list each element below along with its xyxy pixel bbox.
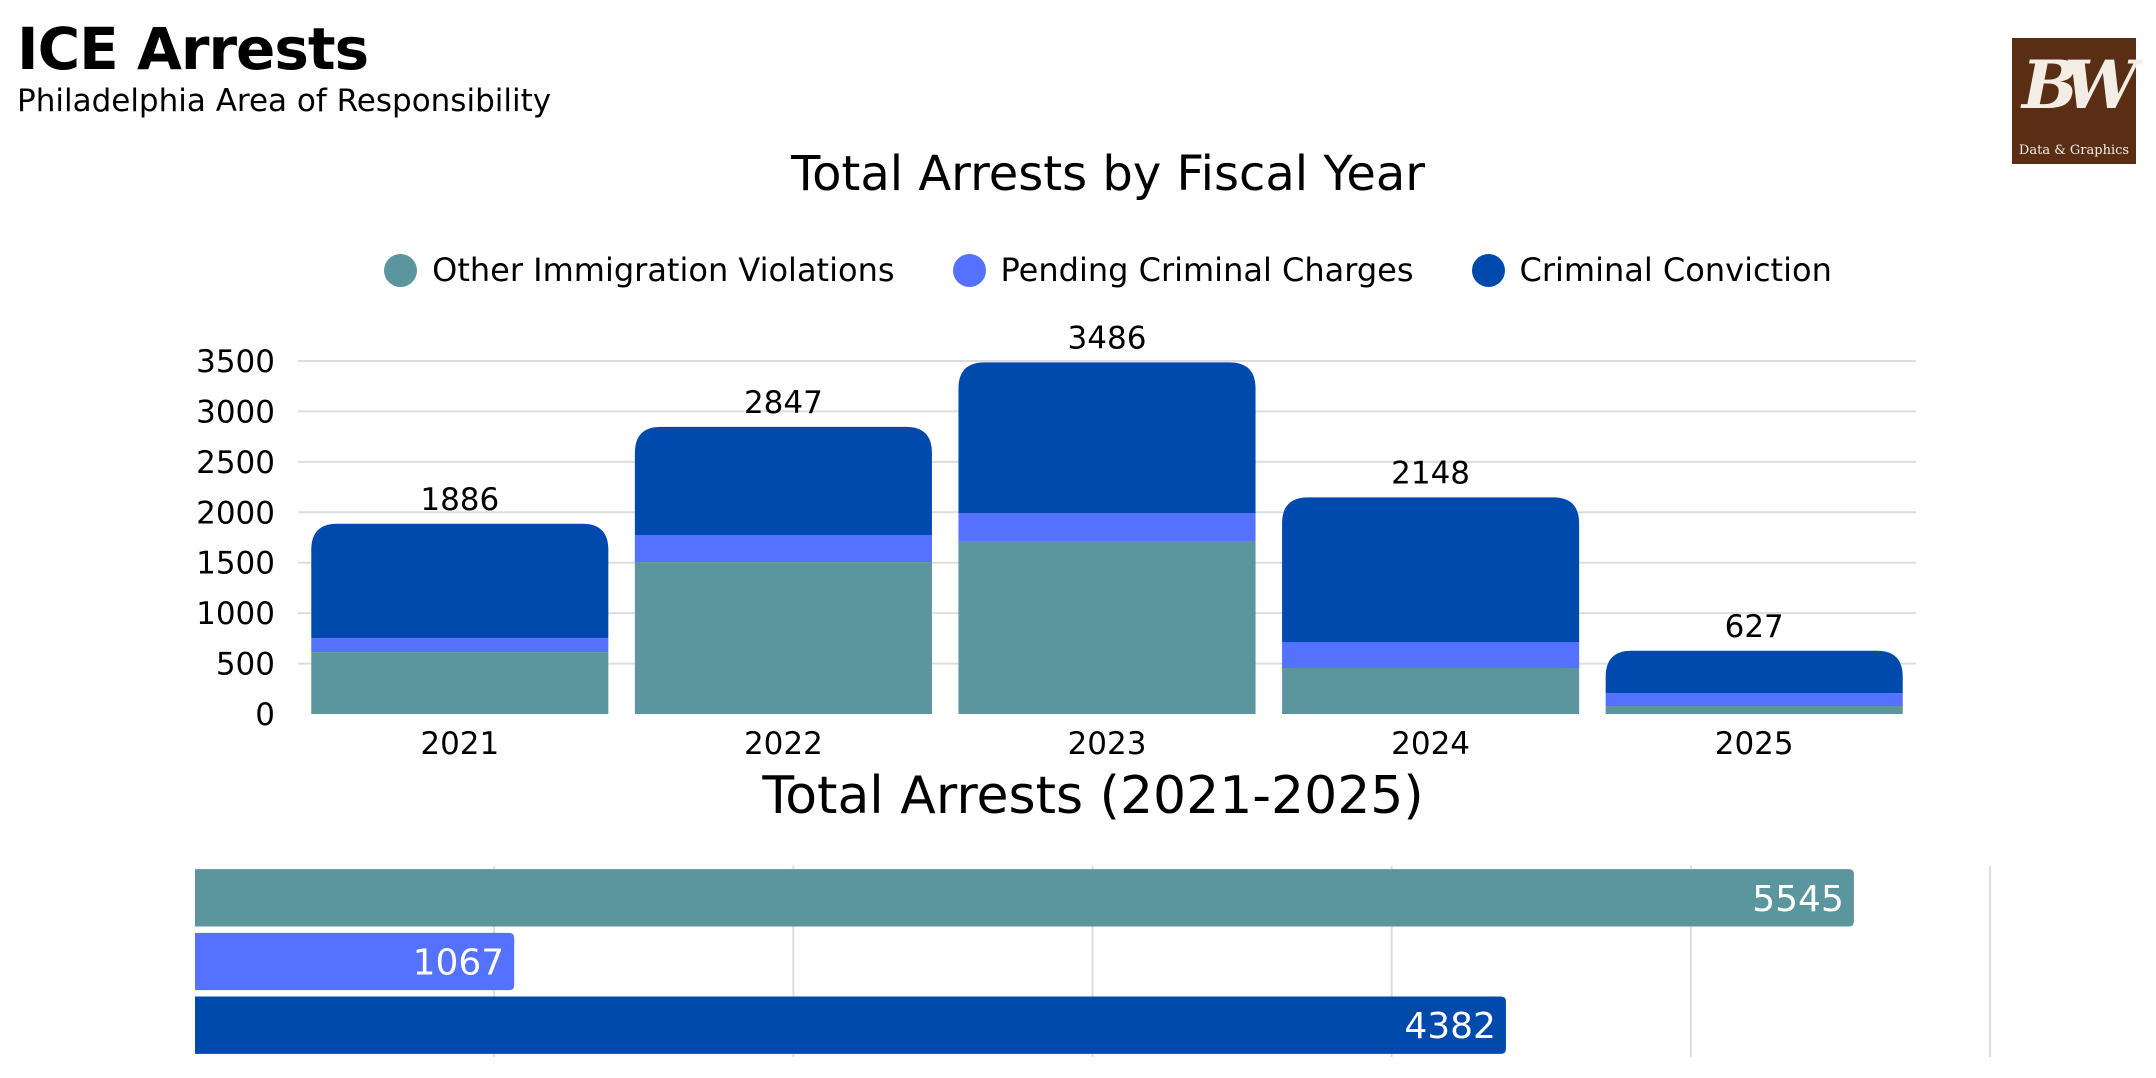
legend-item-other[interactable]: Other Immigration Violations [384, 246, 895, 294]
bar-value-label: 4382 [1404, 1006, 1496, 1047]
bar-value-label: 1067 [413, 943, 505, 984]
logo-tagline: Data & Graphics [2018, 143, 2130, 158]
chart-legend: Other Immigration Violations Pending Cri… [0, 246, 2156, 294]
y-tick-label: 1000 [196, 596, 275, 632]
legend-dot-icon [1471, 253, 1505, 287]
bar-segment-pending [1282, 641, 1580, 669]
page-title: ICE Arrests [17, 15, 369, 83]
page-subtitle: Philadelphia Area of Responsibility [17, 83, 552, 119]
bar-total-label: 627 [1725, 609, 1784, 645]
bar-segment-other [1282, 668, 1580, 714]
bar-segment-other [634, 562, 932, 714]
x-tick-label: 2021 [420, 726, 499, 760]
logo-monogram: BW [2022, 46, 2138, 124]
y-tick-label: 2500 [196, 445, 275, 481]
bar-segment-criminal [958, 362, 1256, 514]
y-tick-label: 500 [216, 647, 275, 683]
bar-total-label: 1886 [420, 482, 499, 518]
x-tick-label: 2025 [1715, 726, 1794, 760]
bar-segment-criminal [1282, 497, 1580, 642]
stacked-chart-title: Total Arrests by Fiscal Year [790, 146, 1425, 202]
legend-item-criminal[interactable]: Criminal Conviction [1471, 246, 1832, 294]
y-tick-label: 3500 [196, 344, 275, 380]
x-tick-label: 2022 [744, 726, 823, 760]
bar-total-label: 3486 [1068, 320, 1147, 356]
y-tick-label: 0 [255, 697, 275, 733]
legend-dot-icon [384, 253, 418, 287]
legend-label: Other Immigration Violations [432, 251, 895, 289]
bar-segment-pending [311, 638, 609, 653]
bar-segment-criminal [311, 523, 609, 639]
y-tick-label: 2000 [196, 495, 275, 531]
bar-pending [195, 932, 515, 991]
bar-segment-other [311, 652, 609, 714]
x-tick-label: 2023 [1068, 726, 1147, 760]
bar-segment-pending [1605, 693, 1903, 707]
legend-item-pending[interactable]: Pending Criminal Charges [952, 246, 1414, 294]
legend-dot-icon [952, 253, 986, 287]
bar-criminal [195, 996, 1506, 1054]
horizontal-chart-title: Total Arrests (2021-2025) [762, 766, 1424, 826]
bar-total-label: 2847 [744, 385, 823, 421]
bar-segment-pending [634, 535, 932, 563]
legend-label: Pending Criminal Charges [1000, 251, 1414, 289]
bar-segment-criminal [1605, 650, 1903, 694]
bar-segment-other [958, 541, 1256, 714]
bar-segment-other [1605, 706, 1903, 714]
x-tick-label: 2024 [1391, 726, 1470, 760]
bar-segment-criminal [634, 426, 932, 536]
bar-value-label: 5545 [1752, 879, 1844, 920]
y-tick-label: 1500 [196, 546, 275, 582]
bar-segment-pending [958, 513, 1256, 542]
y-tick-label: 3000 [196, 394, 275, 430]
brand-logo: BW Data & Graphics [2012, 38, 2138, 164]
bar-other [195, 869, 1854, 927]
legend-label: Criminal Conviction [1519, 251, 1832, 289]
bar-total-label: 2148 [1391, 455, 1470, 491]
stacked-bar-chart: 0 500 1000 1500 2000 2500 3000 3500 1886 2021 2847… [196, 320, 1916, 760]
